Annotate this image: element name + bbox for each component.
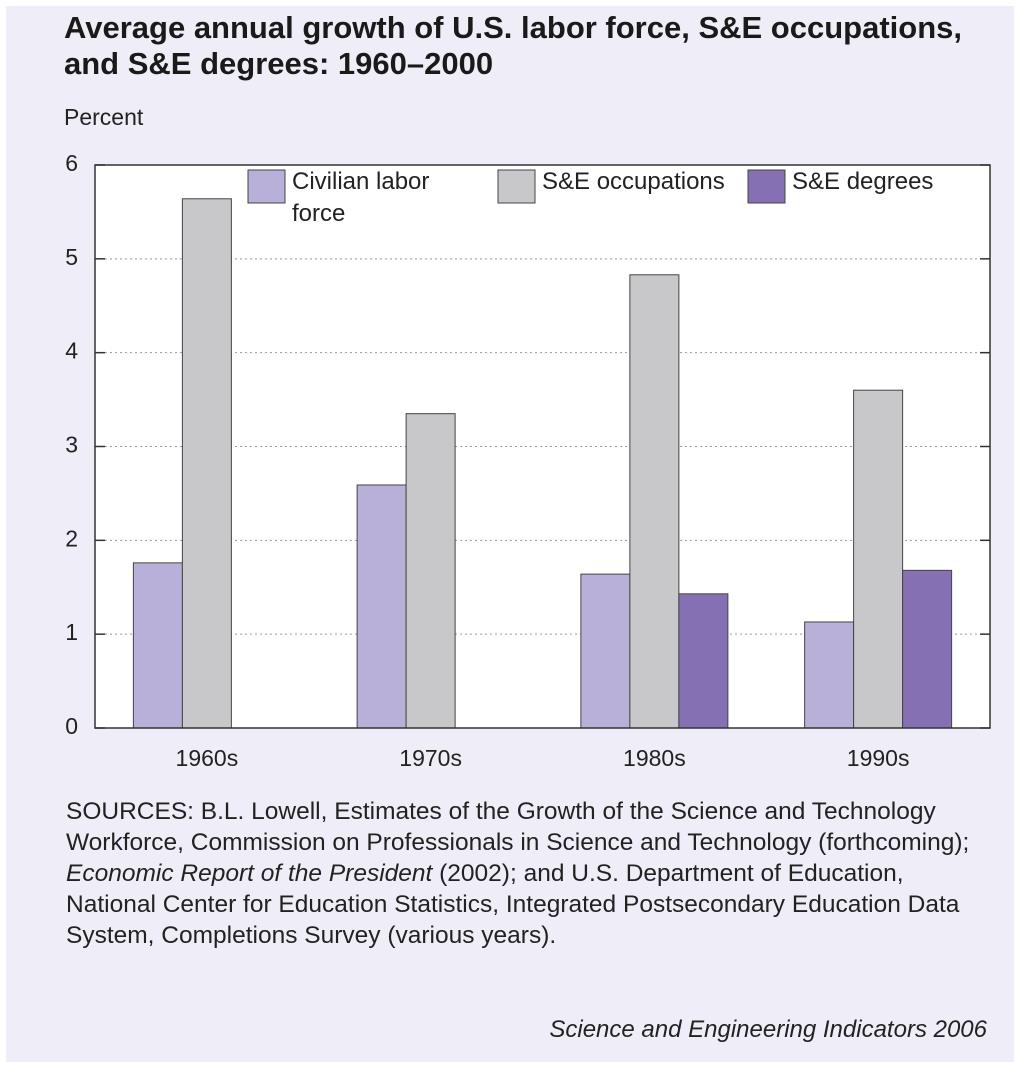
legend-swatch: [747, 169, 786, 204]
chart-title: Average annual growth of U.S. labor forc…: [64, 10, 963, 81]
y-tick-label: 1: [65, 619, 78, 645]
bar: [181, 198, 232, 729]
y-tick-label: 3: [65, 432, 78, 458]
y-tick-label: 6: [65, 150, 78, 176]
source-text: (2002); and U.S. Department of Education…: [66, 860, 960, 949]
bar: [356, 484, 407, 729]
legend-swatch: [247, 169, 286, 204]
y-axis-label: Percent: [64, 104, 144, 130]
sources: SOURCES: B.L. Lowell, Estimates of the G…: [66, 796, 996, 951]
x-tick-label: 1970s: [399, 745, 462, 771]
legend-swatch: [497, 169, 536, 204]
bar: [902, 569, 953, 729]
y-tick-label: 4: [65, 338, 78, 364]
bar: [804, 621, 855, 729]
legend-label: S&E degrees: [792, 168, 934, 195]
y-tick-label: 2: [65, 525, 78, 551]
x-tick-label: 1980s: [623, 745, 686, 771]
bar: [678, 593, 729, 729]
legend-label: Civilian labor force: [292, 168, 430, 227]
source-text: SOURCES: B.L. Lowell, Estimates of the G…: [66, 798, 970, 856]
source-text: Economic Report of the President: [66, 860, 433, 887]
bar: [629, 274, 680, 729]
bar: [853, 389, 904, 729]
plot-frame: [94, 164, 991, 729]
x-tick-label: 1960s: [176, 745, 239, 771]
legend-label: S&E occupations: [542, 168, 725, 195]
bar: [405, 413, 456, 729]
credit: Science and Engineering Indicators 2006: [549, 1016, 987, 1043]
x-tick-label: 1990s: [847, 745, 910, 771]
bar: [132, 562, 183, 729]
y-tick-label: 0: [65, 713, 78, 739]
y-tick-label: 5: [65, 244, 78, 270]
bar: [580, 573, 631, 729]
